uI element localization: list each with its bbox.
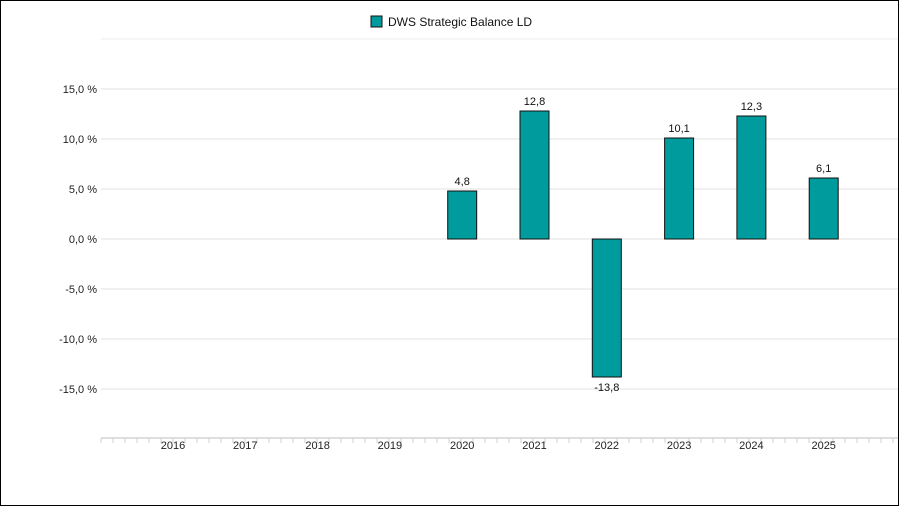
- bar-series: [447, 110, 839, 378]
- data-label: -13,8: [594, 382, 619, 394]
- bar: [447, 190, 478, 240]
- x-tick-label: 2016: [161, 440, 185, 452]
- data-labels: 4,8 12,8 -13,8 10,1 12,3 6,1: [455, 96, 832, 394]
- data-label: 12,8: [524, 96, 545, 108]
- bar: [591, 238, 622, 378]
- legend-label: DWS Strategic Balance LD: [388, 15, 532, 29]
- x-tick-label: 2023: [667, 440, 691, 452]
- data-label: 4,8: [455, 176, 470, 188]
- bar: [519, 110, 550, 240]
- data-label: 6,1: [816, 163, 831, 175]
- bar: [808, 177, 839, 240]
- x-axis: 2016 2017 2018 2019 2020 2021 2022 2023 2024 2025: [100, 437, 898, 452]
- y-tick-label: 10,0 %: [63, 134, 97, 146]
- gridlines: [101, 38, 898, 390]
- y-axis-labels: 15,0 % 10,0 % 5,0 % 0,0 % -5,0 % -10,0 % -15,0…: [59, 84, 97, 396]
- x-tick-label: 2024: [739, 440, 763, 452]
- data-label: 10,1: [668, 123, 689, 135]
- legend-swatch: [370, 15, 383, 28]
- x-tick-label: 2021: [522, 440, 546, 452]
- y-tick-label: 15,0 %: [63, 84, 97, 96]
- bar: [736, 115, 767, 240]
- bar: [664, 137, 695, 240]
- x-tick-label: 2017: [233, 440, 257, 452]
- x-tick-label: 2018: [305, 440, 329, 452]
- y-tick-label: -5,0 %: [65, 284, 97, 296]
- legend: DWS Strategic Balance LD: [370, 15, 532, 29]
- x-tick-label: 2019: [378, 440, 402, 452]
- y-tick-label: -10,0 %: [59, 334, 97, 346]
- y-tick-label: -15,0 %: [59, 384, 97, 396]
- x-tick-label: 2025: [811, 440, 835, 452]
- x-tick-label: 2022: [595, 440, 619, 452]
- y-tick-label: 5,0 %: [69, 184, 97, 196]
- y-tick-label: 0,0 %: [69, 234, 97, 246]
- data-label: 12,3: [741, 101, 762, 113]
- x-tick-label: 2020: [450, 440, 474, 452]
